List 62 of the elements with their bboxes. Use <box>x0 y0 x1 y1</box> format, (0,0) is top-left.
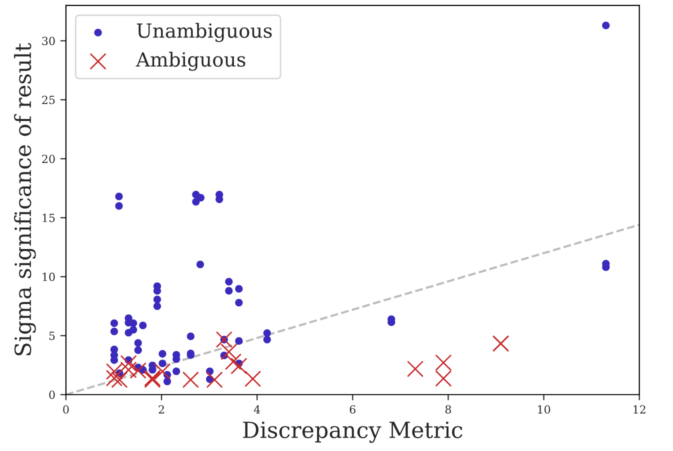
point <box>115 192 123 200</box>
point <box>206 371 223 388</box>
x-tick-label: 4 <box>254 405 260 414</box>
point <box>172 367 180 376</box>
legend-label: Ambiguous <box>136 52 246 71</box>
y-tick-label: 5 <box>49 332 55 340</box>
y-axis-title: Sigma significance of result <box>14 43 36 356</box>
point <box>134 346 142 354</box>
point <box>225 287 233 295</box>
point <box>115 202 123 210</box>
x-tick-label: 10 <box>538 405 550 414</box>
point <box>110 319 118 327</box>
point <box>111 371 128 388</box>
point <box>263 336 271 344</box>
y-tick-label: 20 <box>42 154 55 164</box>
y-tick-label: 15 <box>42 214 55 222</box>
point <box>158 350 166 358</box>
point <box>106 370 123 386</box>
point <box>163 378 172 386</box>
point <box>435 354 452 371</box>
point <box>216 196 224 204</box>
x-tick-label: 2 <box>158 405 164 414</box>
point <box>216 331 232 348</box>
point <box>130 326 138 334</box>
point <box>153 296 162 304</box>
point <box>235 337 243 345</box>
point <box>230 358 248 374</box>
y-tick-label: 10 <box>42 272 55 282</box>
point <box>225 278 233 286</box>
point <box>196 260 204 268</box>
point <box>602 22 610 30</box>
point <box>130 362 146 379</box>
point <box>192 198 200 206</box>
point <box>244 370 262 388</box>
point <box>220 344 238 360</box>
x-tick-label: 6 <box>350 405 356 414</box>
y-tick-label: 30 <box>42 36 55 46</box>
point <box>139 322 147 330</box>
point <box>153 287 162 295</box>
x-tick-label: 0 <box>63 405 69 414</box>
point <box>158 360 166 368</box>
point <box>110 328 118 336</box>
point <box>186 332 194 340</box>
point <box>134 339 142 347</box>
y-tick-label: 25 <box>42 96 55 104</box>
x-tick-label: 8 <box>445 405 452 414</box>
x-axis-title: Discrepancy Metric <box>243 422 462 443</box>
legend-label: Unambiguous <box>136 22 272 42</box>
point <box>182 371 199 388</box>
point <box>130 319 138 327</box>
point <box>235 298 243 306</box>
point <box>154 363 171 380</box>
point <box>153 302 162 310</box>
point <box>435 370 452 387</box>
point <box>224 353 242 370</box>
point <box>120 355 137 372</box>
y-tick-label: 0 <box>49 390 55 400</box>
point <box>406 360 424 378</box>
point <box>263 329 271 337</box>
x-tick-label: 12 <box>634 405 646 414</box>
point <box>235 285 243 293</box>
point <box>196 194 205 202</box>
